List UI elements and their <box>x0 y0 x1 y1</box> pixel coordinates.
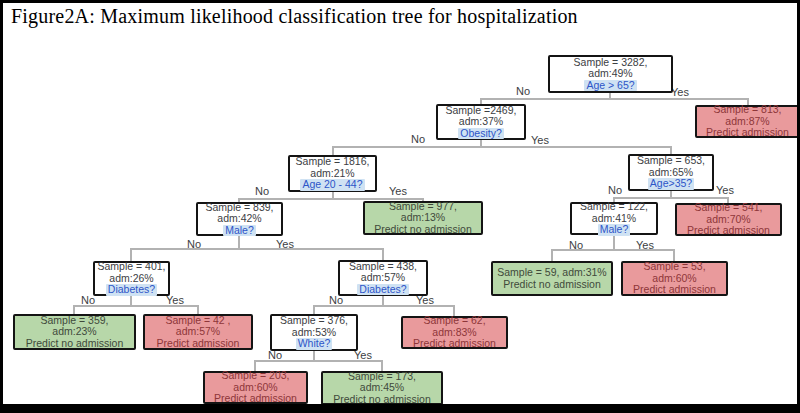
tree-node-diabetes-438: Sample = 438,adm:57%Diabetes? <box>338 260 428 296</box>
node-question: Age>35? <box>648 178 694 190</box>
c-white376-label-no: No <box>268 350 282 361</box>
c-diab401-label-no: No <box>81 295 95 306</box>
c-age2044-label-no: No <box>255 186 269 197</box>
c-male839-bar <box>130 248 384 250</box>
tree-node-admit-203: Sample = 203,adm:60%Predict admission <box>203 371 308 404</box>
node-question: Obesity? <box>458 128 503 140</box>
c-male122-drop-no <box>551 250 553 261</box>
c-obesity-bar <box>332 146 672 148</box>
c-diab401-drop-no <box>73 306 75 314</box>
node-prediction: Predict no admission <box>374 224 471 236</box>
tree-node-root-age65: Sample = 3282, adm:49%Age > 65? <box>548 55 673 93</box>
tree-node-age35: Sample = 653,adm:65%Age>35? <box>628 154 714 191</box>
node-stat-line: Sample = 977, adm:13% <box>367 201 479 224</box>
c-diab438-label-no: No <box>329 295 343 306</box>
c-male122-stub <box>613 235 615 250</box>
c-male839-drop-yes <box>382 249 384 260</box>
c-obesity-label-yes: Yes <box>531 135 549 146</box>
c-age35-bar <box>613 197 729 199</box>
c-male122-label-yes: Yes <box>636 240 654 251</box>
c-root-label-no: No <box>516 86 530 97</box>
node-stat-line: Sample = 173, adm:45% <box>325 371 439 394</box>
c-age35-label-no: No <box>608 185 622 196</box>
node-question: Male? <box>598 224 631 236</box>
node-stat-line: Sample = 3282, adm:49% <box>552 57 669 80</box>
node-stat-line: Sample = 59, adm:31% <box>497 267 606 279</box>
c-root-bar <box>480 98 749 100</box>
tree-node-admit-541: Sample = 541,adm:70%Predict admission <box>675 203 782 236</box>
node-stat-line: Sample = 359, adm:23% <box>17 315 132 338</box>
tree-node-male-122: Sample = 122,adm:41%Male? <box>570 202 658 235</box>
tree-node-age2044: Sample = 1816,adm:21%Age 20 - 44? <box>288 155 377 192</box>
c-male839-drop-no <box>130 249 132 261</box>
node-question: Diabetes? <box>106 284 157 296</box>
c-diab401-drop-yes <box>197 306 199 314</box>
tree-node-white-376: Sample = 376,adm:53%White? <box>270 314 358 351</box>
c-diab401-label-yes: Yes <box>166 295 184 306</box>
c-age2044-label-yes: Yes <box>389 186 407 197</box>
c-age35-label-yes: Yes <box>716 185 734 196</box>
node-prediction: Predict admission <box>214 393 297 405</box>
c-male839-label-no: No <box>187 239 201 250</box>
node-stat-line: Sample = 53, adm:60% <box>625 261 724 284</box>
figure-frame: Figure2A: Maximum likelihood classificat… <box>0 0 800 413</box>
tree-node-admit-42: Sample = 42 , adm:57%Predict admission <box>143 314 253 350</box>
tree-node-noadmit-977: Sample = 977, adm:13%Predict no admissio… <box>363 201 483 235</box>
tree-node-admit-62: Sample = 62, adm:83%Predict admission <box>401 316 508 349</box>
node-prediction: Predict no admission <box>503 279 600 291</box>
node-question: White? <box>296 338 333 350</box>
c-root-label-yes: Yes <box>671 87 689 98</box>
node-question: Male? <box>223 225 256 237</box>
node-prediction: Predict admission <box>413 338 496 350</box>
node-question: Diabetes? <box>357 284 408 296</box>
tree-node-obesity: Sample =2469,adm:37%Obesity? <box>436 104 526 140</box>
tree-node-noadmit-173: Sample = 173, adm:45%Predict no admissio… <box>321 371 443 405</box>
node-stat-line: Sample = 62, adm:83% <box>405 315 504 338</box>
node-question: Age 20 - 44? <box>300 179 364 191</box>
node-stat-line: Sample = 42 , adm:57% <box>147 315 249 338</box>
tree-node-noadmit-59: Sample = 59, adm:31%Predict no admission <box>491 261 613 296</box>
c-obesity-label-no: No <box>411 134 425 145</box>
tree-node-admit-813: Sample = 813,adm:87%Predict admission <box>695 105 800 138</box>
node-prediction: Predict no admission <box>26 338 123 350</box>
tree-node-diabetes-401: Sample = 401,adm:26%Diabetes? <box>93 261 170 296</box>
c-male122-label-no: No <box>569 240 583 251</box>
node-prediction: Predict admission <box>706 127 789 139</box>
tree-node-admit-53: Sample = 53, adm:60%Predict admission <box>621 261 728 296</box>
node-prediction: Predict admission <box>157 338 240 350</box>
tree-node-noadmit-359: Sample = 359, adm:23%Predict no admissio… <box>13 314 136 350</box>
figure-title: Figure2A: Maximum likelihood classificat… <box>11 5 578 28</box>
c-obesity-drop-yes <box>670 147 672 154</box>
node-prediction: Predict admission <box>687 225 770 237</box>
tree-node-male-839: Sample = 839,adm:42%Male? <box>196 202 283 236</box>
node-question: Age > 65? <box>584 80 636 92</box>
c-male839-label-yes: Yes <box>276 239 294 250</box>
node-prediction: Predict no admission <box>333 394 430 406</box>
node-prediction: Predict admission <box>633 284 716 296</box>
c-obesity-drop-no <box>332 147 334 155</box>
c-white376-label-yes: Yes <box>354 350 372 361</box>
c-diab438-drop-no <box>313 306 315 314</box>
c-diab438-label-yes: Yes <box>416 295 434 306</box>
